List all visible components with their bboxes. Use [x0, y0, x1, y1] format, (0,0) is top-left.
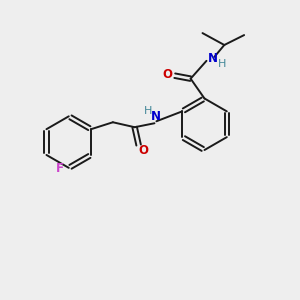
Text: F: F [56, 162, 64, 175]
Text: N: N [207, 52, 218, 65]
Text: N: N [151, 110, 160, 123]
Text: O: O [163, 68, 173, 81]
Text: H: H [218, 59, 226, 69]
Text: O: O [139, 145, 148, 158]
Text: H: H [144, 106, 153, 116]
